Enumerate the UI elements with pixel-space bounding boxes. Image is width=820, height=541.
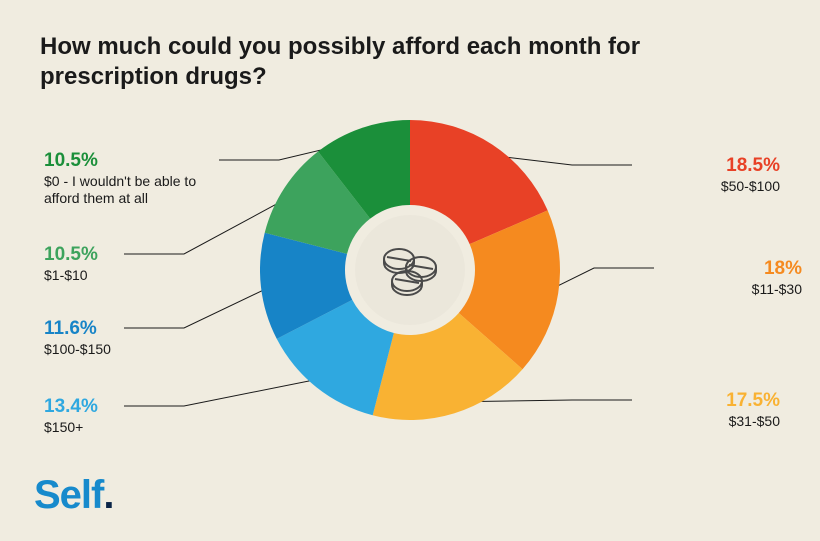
slice-label-s0: 10.5%$0 - I wouldn't be able to afford t… — [44, 150, 224, 206]
slice-sub-s50_100: $50-$100 — [721, 178, 780, 194]
slice-label-s1_10: 10.5%$1-$10 — [44, 244, 98, 284]
donut-chart — [260, 120, 560, 420]
leader-s11_30 — [546, 268, 654, 292]
slice-sub-s100_150: $100-$150 — [44, 341, 111, 357]
slice-label-s11_30: 18%$11-$30 — [662, 258, 802, 298]
logo-text: Self — [34, 473, 103, 517]
infographic-canvas: How much could you possibly afford each … — [0, 0, 820, 541]
slice-label-s50_100: 18.5%$50-$100 — [640, 155, 780, 195]
slice-sub-s0: $0 - I wouldn't be able to afford them a… — [44, 173, 224, 207]
slice-pct-s0: 10.5% — [44, 150, 224, 173]
slice-pct-s100_150: 11.6% — [44, 318, 111, 341]
logo-dot: . — [103, 473, 113, 517]
slice-sub-s11_30: $11-$30 — [752, 281, 802, 297]
slice-sub-s150p: $150+ — [44, 419, 83, 435]
slice-pct-s50_100: 18.5% — [640, 155, 780, 178]
slice-label-s31_50: 17.5%$31-$50 — [640, 390, 780, 430]
pills-icon — [375, 243, 445, 298]
slice-pct-s11_30: 18% — [662, 258, 802, 281]
leader-s100_150 — [124, 286, 273, 328]
slice-label-s100_150: 11.6%$100-$150 — [44, 318, 111, 358]
slice-label-s150p: 13.4%$150+ — [44, 396, 98, 436]
slice-pct-s150p: 13.4% — [44, 396, 98, 419]
slice-sub-s31_50: $31-$50 — [729, 413, 780, 429]
donut-center — [355, 215, 465, 325]
chart-title: How much could you possibly afford each … — [40, 32, 680, 92]
slice-pct-s31_50: 17.5% — [640, 390, 780, 413]
slice-pct-s1_10: 10.5% — [44, 244, 98, 267]
slice-sub-s1_10: $1-$10 — [44, 267, 88, 283]
brand-logo: Self. — [34, 475, 113, 515]
